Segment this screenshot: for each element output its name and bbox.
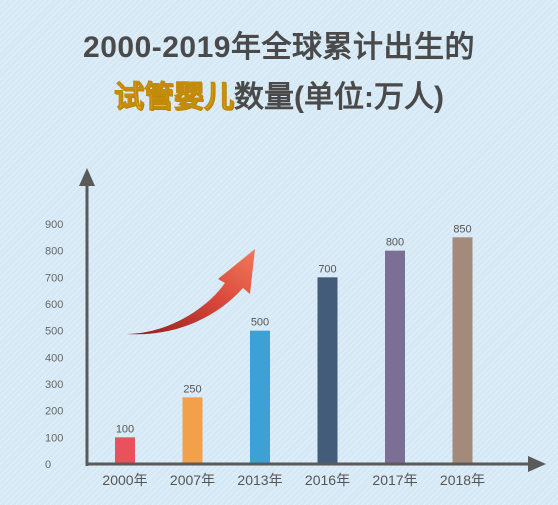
trend-arrow-icon [126,249,255,335]
x-category-label: 2017年 [372,472,417,488]
y-axis-arrowhead [79,168,95,186]
x-category-label: 2018年 [440,472,485,488]
y-tick-label: 0 [45,459,51,471]
bar [317,277,338,464]
y-tick-label: 600 [45,299,63,311]
bar [115,437,135,464]
bar-value-label: 500 [251,317,269,329]
bar [385,250,405,464]
y-tick-label: 900 [45,219,63,231]
y-tick-label: 400 [45,352,63,364]
bar [452,237,473,464]
title-rest: 数量(单位:万人) [234,81,444,114]
bar-value-label: 800 [386,237,404,249]
x-axis-arrowhead [528,456,546,472]
bar-value-label: 100 [116,423,134,435]
y-axis-ticks: 0 100 200 300 400 500 600 700 800 900 [45,219,63,471]
y-tick-label: 500 [45,326,63,338]
x-axis-labels: 2000年 2007年 2013年 2016年 2017年 2018年 [102,472,485,488]
y-tick-label: 200 [45,406,63,418]
x-category-label: 2013年 [237,472,282,488]
bar [250,330,270,464]
y-tick-label: 700 [45,272,63,284]
y-tick-label: 100 [45,432,63,444]
x-category-label: 2000年 [102,472,147,488]
chart-title-line-2: 试管婴儿数量(单位:万人) [0,72,558,116]
y-tick-label: 300 [45,379,63,391]
bar-value-label: 250 [183,383,201,395]
title-highlight: 试管婴儿 [114,81,235,115]
chart-title-line-1: 2000-2019年全球累计出生的 [83,31,475,64]
x-category-label: 2007年 [170,472,215,488]
x-category-label: 2016年 [305,472,350,488]
y-tick-label: 800 [45,246,63,258]
bar-value-label: 700 [318,263,336,275]
bars-group: 100 250 500 700 800 850 [115,223,473,464]
bar [182,397,203,464]
bar-value-label: 850 [453,223,471,235]
